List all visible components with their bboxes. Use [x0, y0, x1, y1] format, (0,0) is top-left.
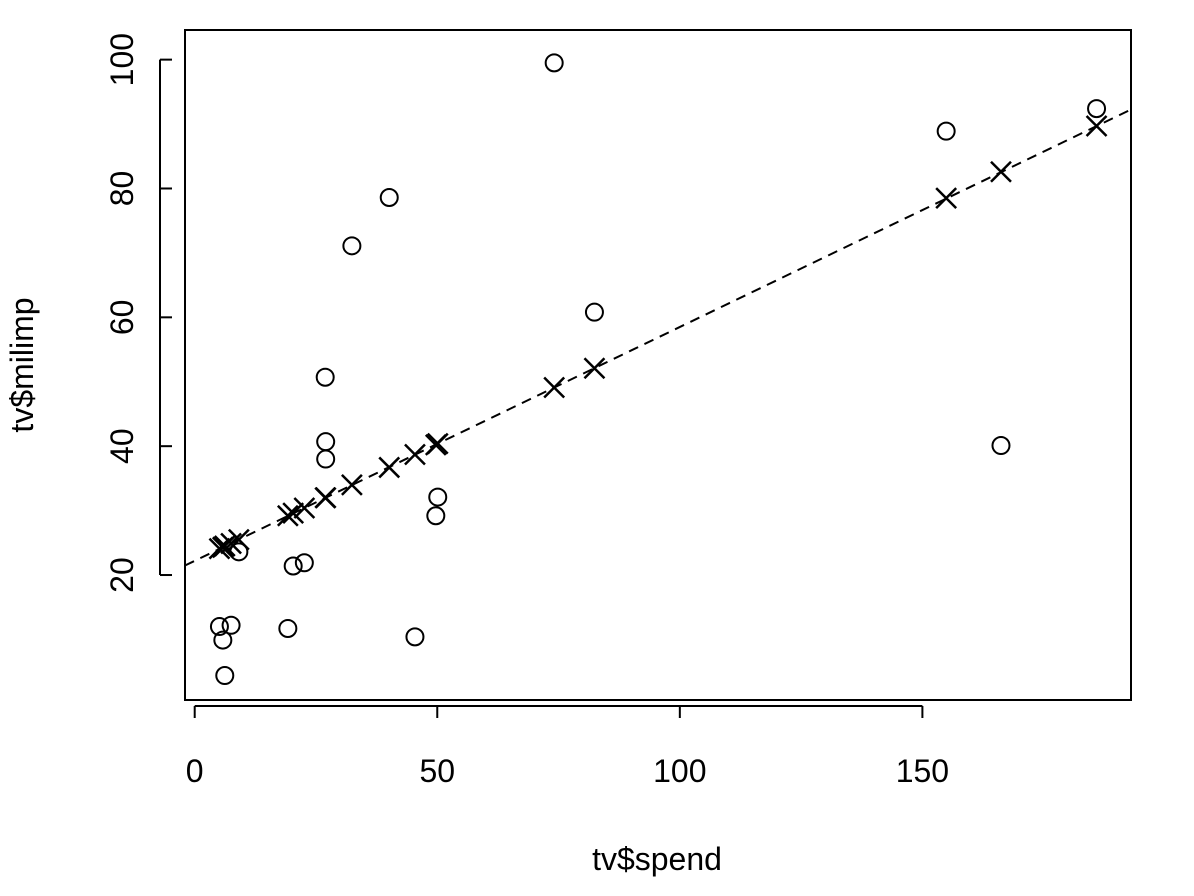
y-tick-label: 80 — [104, 171, 140, 207]
observed-point — [991, 436, 1011, 456]
fitted-point — [424, 434, 447, 456]
observed-point — [342, 236, 362, 256]
fitted-point — [211, 536, 234, 559]
x-tick-label: 50 — [419, 753, 455, 789]
observed-point — [426, 506, 446, 526]
y-axis: 20 40 60 80 100 — [104, 33, 172, 593]
regression-line-layer — [184, 108, 1132, 567]
y-tick-label: 60 — [104, 300, 140, 336]
observed-point — [428, 487, 448, 507]
fitted-point — [935, 187, 958, 210]
fitted-point — [282, 502, 305, 525]
plot-frame — [184, 29, 1132, 701]
observed-point — [221, 615, 241, 635]
fitted-point — [378, 456, 401, 479]
observed-point — [294, 553, 314, 573]
x-axis: 0 50 100 150 — [186, 705, 949, 789]
fitted-point — [583, 357, 606, 380]
observed-point — [936, 121, 956, 141]
observed-point — [278, 618, 298, 638]
y-axis-title: tv$milimp — [4, 297, 40, 432]
points-layer — [208, 53, 1108, 686]
x-tick-label: 100 — [653, 753, 706, 789]
fitted-point — [404, 443, 426, 466]
observed-point — [209, 617, 229, 637]
observed-point — [316, 432, 336, 452]
fitted-point — [276, 504, 299, 527]
y-tick-label: 20 — [104, 557, 140, 593]
observed-point — [215, 666, 235, 686]
observed-point — [405, 627, 425, 647]
fitted-point — [341, 473, 363, 496]
y-tick-label: 100 — [104, 33, 140, 86]
fitted-point — [208, 537, 231, 560]
fitted-point — [314, 486, 337, 509]
observed-point — [584, 302, 604, 322]
observed-point — [544, 53, 564, 73]
fitted-point — [543, 376, 566, 399]
x-tick-label: 150 — [896, 753, 949, 789]
observed-point — [283, 556, 303, 576]
fitted-point — [1085, 115, 1108, 137]
x-axis-title: tv$spend — [592, 841, 722, 877]
regression-line — [184, 108, 1132, 567]
observed-point — [315, 367, 335, 387]
fitted-point — [293, 497, 316, 519]
y-tick-label: 40 — [104, 428, 140, 464]
observed-point — [316, 449, 336, 469]
observed-point — [1087, 99, 1107, 119]
observed-point — [213, 630, 233, 650]
x-tick-label: 0 — [186, 753, 204, 789]
fitted-point — [990, 160, 1012, 183]
observed-point — [379, 188, 399, 207]
